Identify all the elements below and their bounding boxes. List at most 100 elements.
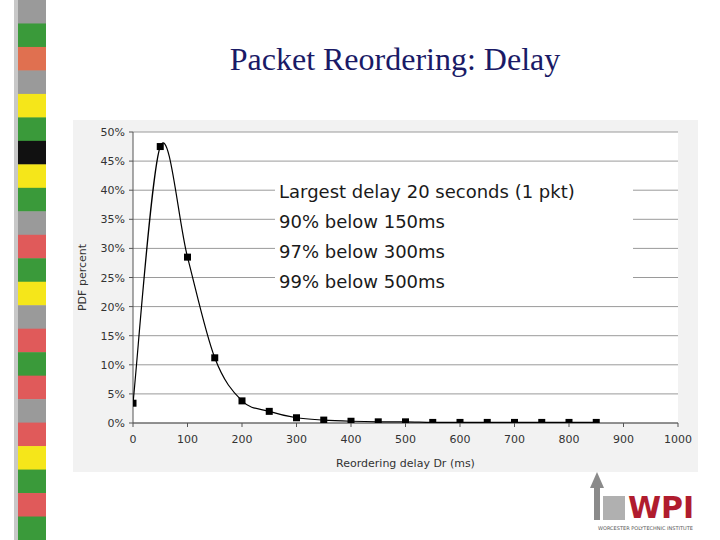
x-tick-label: 900 [613, 433, 634, 446]
y-tick-label: 5% [108, 388, 125, 401]
x-tick [242, 423, 243, 427]
strip-block [18, 188, 46, 212]
strip-block [18, 517, 46, 540]
marker [239, 397, 246, 404]
strip-block [18, 141, 46, 165]
strip-block [18, 211, 46, 235]
marker [375, 418, 382, 423]
marker [593, 419, 600, 423]
strip-block [18, 493, 46, 517]
strip-block [18, 164, 46, 188]
x-tick-label: 800 [559, 433, 580, 446]
x-tick-label: 400 [341, 433, 362, 446]
strip-block [18, 117, 46, 141]
y-tick [129, 277, 133, 278]
x-tick [623, 423, 624, 427]
strip-block [18, 94, 46, 118]
y-tick [129, 161, 133, 162]
marker [429, 419, 436, 423]
x-tick [460, 423, 461, 427]
strip-block [18, 352, 46, 376]
grid-line [133, 132, 678, 133]
logo-text: WPI [628, 490, 694, 525]
marker [266, 408, 273, 415]
x-tick-label: 0 [130, 433, 137, 446]
x-tick [678, 423, 679, 427]
slide: Packet Reordering: Delay0%5%10%15%20%25%… [0, 0, 720, 540]
annotation: Largest delay 20 seconds (1 pkt) [279, 181, 575, 202]
y-tick-label: 20% [101, 301, 125, 314]
y-axis-title: PDF percent [76, 243, 89, 311]
x-tick-label: 1000 [664, 433, 692, 446]
logo-subtitle: WORCESTER POLYTECHNIC INSTITUTE [598, 525, 693, 531]
logo: WPIWORCESTER POLYTECHNIC INSTITUTE [590, 472, 694, 531]
x-tick-label: 200 [232, 433, 253, 446]
annotation: 99% below 500ms [279, 271, 445, 292]
x-tick-label: 100 [177, 433, 198, 446]
marker [402, 418, 409, 423]
marker [211, 354, 218, 361]
y-tick [129, 132, 133, 133]
x-tick [569, 423, 570, 427]
strip-edge [14, 0, 18, 540]
y-tick-label: 35% [101, 213, 125, 226]
annotation: 97% below 300ms [279, 241, 445, 262]
logo-tower [594, 488, 600, 520]
marker [133, 400, 137, 407]
x-tick-label: 300 [286, 433, 307, 446]
title: Packet Reordering: Delay [230, 41, 561, 77]
strip-block [18, 235, 46, 259]
marker [457, 419, 464, 423]
marker [566, 419, 573, 423]
x-tick [351, 423, 352, 427]
marker [538, 419, 545, 423]
strip-block [18, 47, 46, 71]
marker [348, 418, 355, 423]
y-tick-label: 25% [101, 272, 125, 285]
y-tick-label: 40% [101, 184, 125, 197]
y-tick [129, 364, 133, 365]
strip-block [18, 23, 46, 47]
x-tick [405, 423, 406, 427]
chart-area [73, 120, 698, 472]
strip-block [18, 376, 46, 400]
marker [157, 143, 164, 150]
x-tick [296, 423, 297, 427]
marker [320, 417, 327, 423]
background [0, 0, 720, 540]
y-tick [129, 190, 133, 191]
grid-line [133, 306, 678, 307]
strip-block [18, 258, 46, 282]
strip-block [18, 70, 46, 94]
grid-line [133, 393, 678, 394]
logo-building [603, 496, 625, 520]
strip-block [18, 399, 46, 423]
y-tick [129, 248, 133, 249]
annotation: 90% below 150ms [279, 211, 445, 232]
x-tick [133, 423, 134, 427]
grid-line [133, 335, 678, 336]
annotation-box [275, 175, 633, 298]
y-tick [129, 306, 133, 307]
x-axis-title: Reordering delay Dr (ms) [336, 457, 475, 470]
y-tick-label: 45% [101, 155, 125, 168]
x-tick-label: 700 [504, 433, 525, 446]
x-tick [514, 423, 515, 427]
y-tick-label: 0% [108, 417, 125, 430]
strip-block [18, 305, 46, 329]
strip-block [18, 0, 46, 24]
strip-block [18, 446, 46, 470]
strip-block [18, 470, 46, 494]
grid-line [133, 364, 678, 365]
x-tick-label: 500 [395, 433, 416, 446]
logo-roof [590, 472, 604, 488]
y-tick-label: 10% [101, 359, 125, 372]
y-tick-label: 30% [101, 242, 125, 255]
marker [511, 419, 518, 423]
strip-block [18, 329, 46, 353]
y-tick [129, 335, 133, 336]
strip-block [18, 282, 46, 306]
y-tick-label: 50% [101, 126, 125, 139]
y-tick [129, 219, 133, 220]
y-tick [129, 423, 133, 424]
